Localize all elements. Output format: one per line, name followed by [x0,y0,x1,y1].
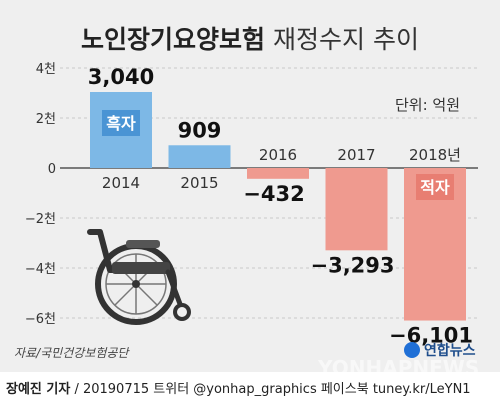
title-bold: 노인장기요양보험 [81,25,266,54]
value-label: −6,101 [389,324,473,348]
category-label: 2014 [102,174,140,192]
y-tick-label: 4천 [36,62,56,77]
bar-2016 [247,168,309,179]
category-label: 2017 [337,146,375,164]
annotation-box [416,174,454,200]
watermark: YONHAPNEWS [318,356,480,380]
source-note: 자료/국민건강보험공단 [14,346,129,360]
logo-text: 연합뉴스 [424,343,476,359]
value-label: 3,040 [88,65,154,89]
annotation-적자: 적자 [420,178,450,197]
wheelchair-icon [87,229,191,325]
y-tick-label: −4천 [25,262,56,277]
value-label: −3,293 [310,253,394,277]
logo-mark-icon [404,342,420,358]
title-light: 재정수지 추이 [265,25,419,54]
annotation-box [102,110,140,136]
footer-text: / 20190715 트위터 @yonhap_graphics 페이스북 tun… [70,382,471,397]
reporter-name: 장예진 기자 [6,382,71,397]
unit-label: 단위: 억원 [395,96,461,114]
footer-credit: 장예진 기자 / 20190715 트위터 @yonhap_graphics 페… [6,378,496,397]
y-tick-label: 0 [48,162,56,177]
bar-2015 [168,145,231,168]
labels: 2014 3,040 2015 909 2016 −432 2017 −3,293 2018년 −… [88,65,473,348]
category-label: 2015 [180,174,218,192]
bar-2017 [325,168,388,251]
y-tick-label: −2천 [25,212,56,227]
category-label: 2018년 [409,146,461,164]
chart-title: 노인장기요양보험 재정수지 추이 [0,20,500,56]
annotation-흑자: 흑자 [106,114,136,133]
yonhap-logo: 연합뉴스 [404,340,476,360]
y-axis: 4천 2천 0 −2천 −4천 −6천 [25,62,56,327]
y-tick-label: 2천 [36,112,56,127]
value-label: 909 [178,118,222,142]
category-label: 2016 [259,146,297,164]
y-tick-label: −6천 [25,312,56,327]
bars [90,92,466,321]
value-label: −432 [243,182,304,206]
